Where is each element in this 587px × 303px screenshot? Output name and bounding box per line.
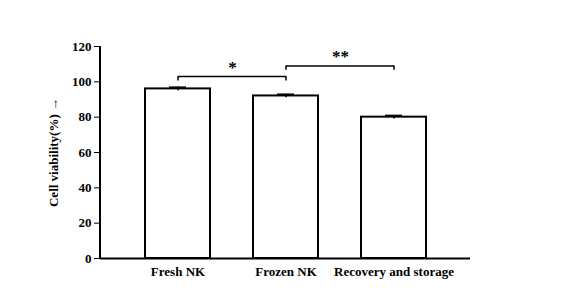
svg-text:80: 80	[79, 109, 92, 124]
svg-text:Recovery and storage: Recovery and storage	[334, 264, 454, 279]
svg-text:100: 100	[72, 74, 92, 89]
svg-text:Fresh NK: Fresh NK	[151, 264, 206, 279]
svg-text:Cell viability(%) →: Cell viability(%) →	[46, 98, 61, 207]
svg-text:60: 60	[79, 145, 92, 160]
svg-text:0: 0	[85, 251, 92, 266]
svg-text:40: 40	[79, 180, 92, 195]
svg-text:Frozen NK: Frozen NK	[255, 264, 317, 279]
svg-text:120: 120	[72, 39, 92, 54]
svg-text:*: *	[228, 58, 237, 77]
svg-text:**: **	[332, 47, 349, 66]
svg-text:20: 20	[79, 215, 92, 230]
